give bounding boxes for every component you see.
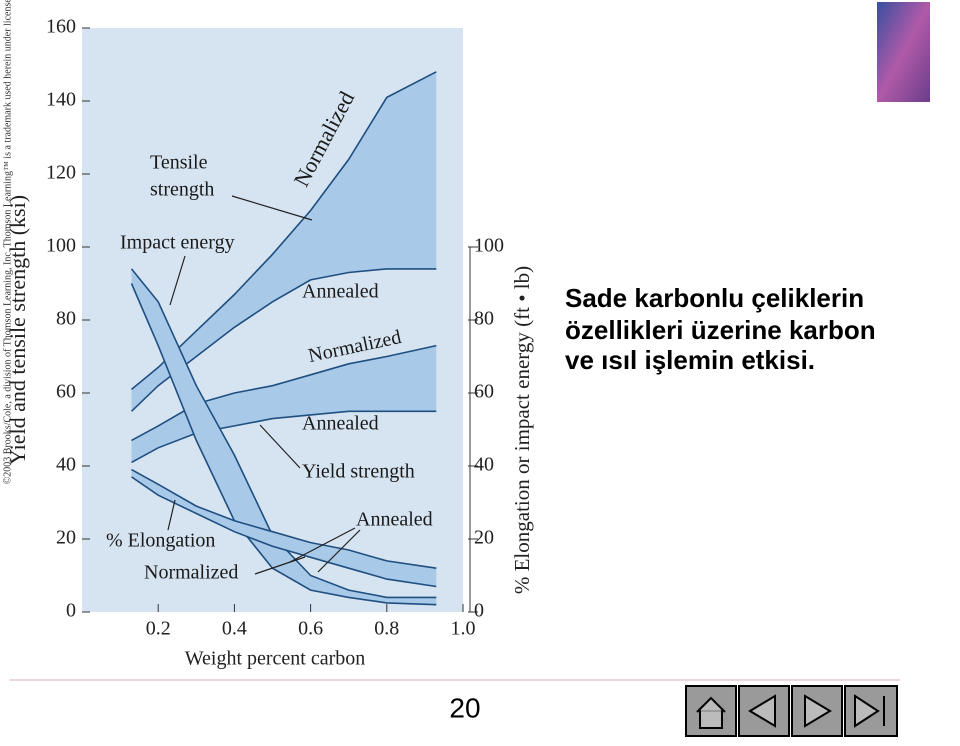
y2-tick-label: 40: [474, 454, 494, 476]
band-edge: [131, 468, 437, 569]
x-tick-label: 0.6: [298, 618, 323, 640]
y2-tick-label: 60: [474, 381, 494, 403]
y-tick-label: 20: [56, 527, 76, 549]
annotation: Annealed: [302, 413, 379, 435]
band-fill: [131, 345, 437, 463]
slide-text: Sade karbonlu çeliklerin: [565, 283, 864, 313]
annotation: Annealed: [356, 509, 433, 531]
x-tick-label: 0.8: [374, 618, 399, 640]
y-tick-label: 140: [46, 89, 76, 111]
book-cover: [877, 2, 930, 102]
annotation: Impact energy: [120, 232, 235, 254]
y2-tick-label: 0: [474, 600, 484, 622]
x-tick-label: 0.4: [222, 618, 247, 640]
nav-buttons: [685, 685, 898, 737]
page-number: 20: [449, 692, 480, 723]
band-edge: [131, 344, 437, 442]
y2-tick-label: 80: [474, 308, 494, 330]
band-edge: [131, 410, 437, 464]
y-axis-label: Yield and tensile strength (ksi): [5, 195, 30, 465]
y-tick-label: 160: [46, 16, 76, 38]
y2-tick-label: 20: [474, 527, 494, 549]
annotation: Annealed: [302, 281, 379, 303]
next-button[interactable]: [791, 685, 843, 737]
y-tick-label: 100: [46, 235, 76, 257]
credit: ©2003 Brooks/Cole, a division of Thomson…: [2, 0, 13, 484]
slide-text: ve ısıl işlemin etkisi.: [565, 345, 815, 375]
band-edge: [131, 476, 437, 588]
annotation: strength: [150, 179, 214, 201]
y-tick-label: 40: [56, 454, 76, 476]
annotation: Normalized: [144, 562, 238, 584]
last-button[interactable]: [844, 685, 898, 737]
y2-tick-label: 100: [474, 235, 504, 257]
x-tick-label: 1.0: [451, 618, 476, 640]
prev-button[interactable]: [738, 685, 790, 737]
y2-axis-label: % Elongation or impact energy (ft • lb): [510, 266, 534, 594]
annotation: % Elongation: [106, 530, 215, 552]
y-tick-label: 120: [46, 162, 76, 184]
x-tick-label: 0.2: [146, 618, 171, 640]
annotation: Tensile: [150, 152, 208, 174]
x-axis-label: Weight percent carbon: [185, 648, 366, 670]
band-fill: [131, 469, 437, 587]
home-button[interactable]: [685, 685, 737, 737]
annotation: Yield strength: [302, 461, 415, 483]
y-tick-label: 60: [56, 381, 76, 403]
y-tick-label: 80: [56, 308, 76, 330]
slide-text: özellikleri üzerine karbon: [565, 315, 876, 345]
y-tick-label: 0: [66, 600, 76, 622]
